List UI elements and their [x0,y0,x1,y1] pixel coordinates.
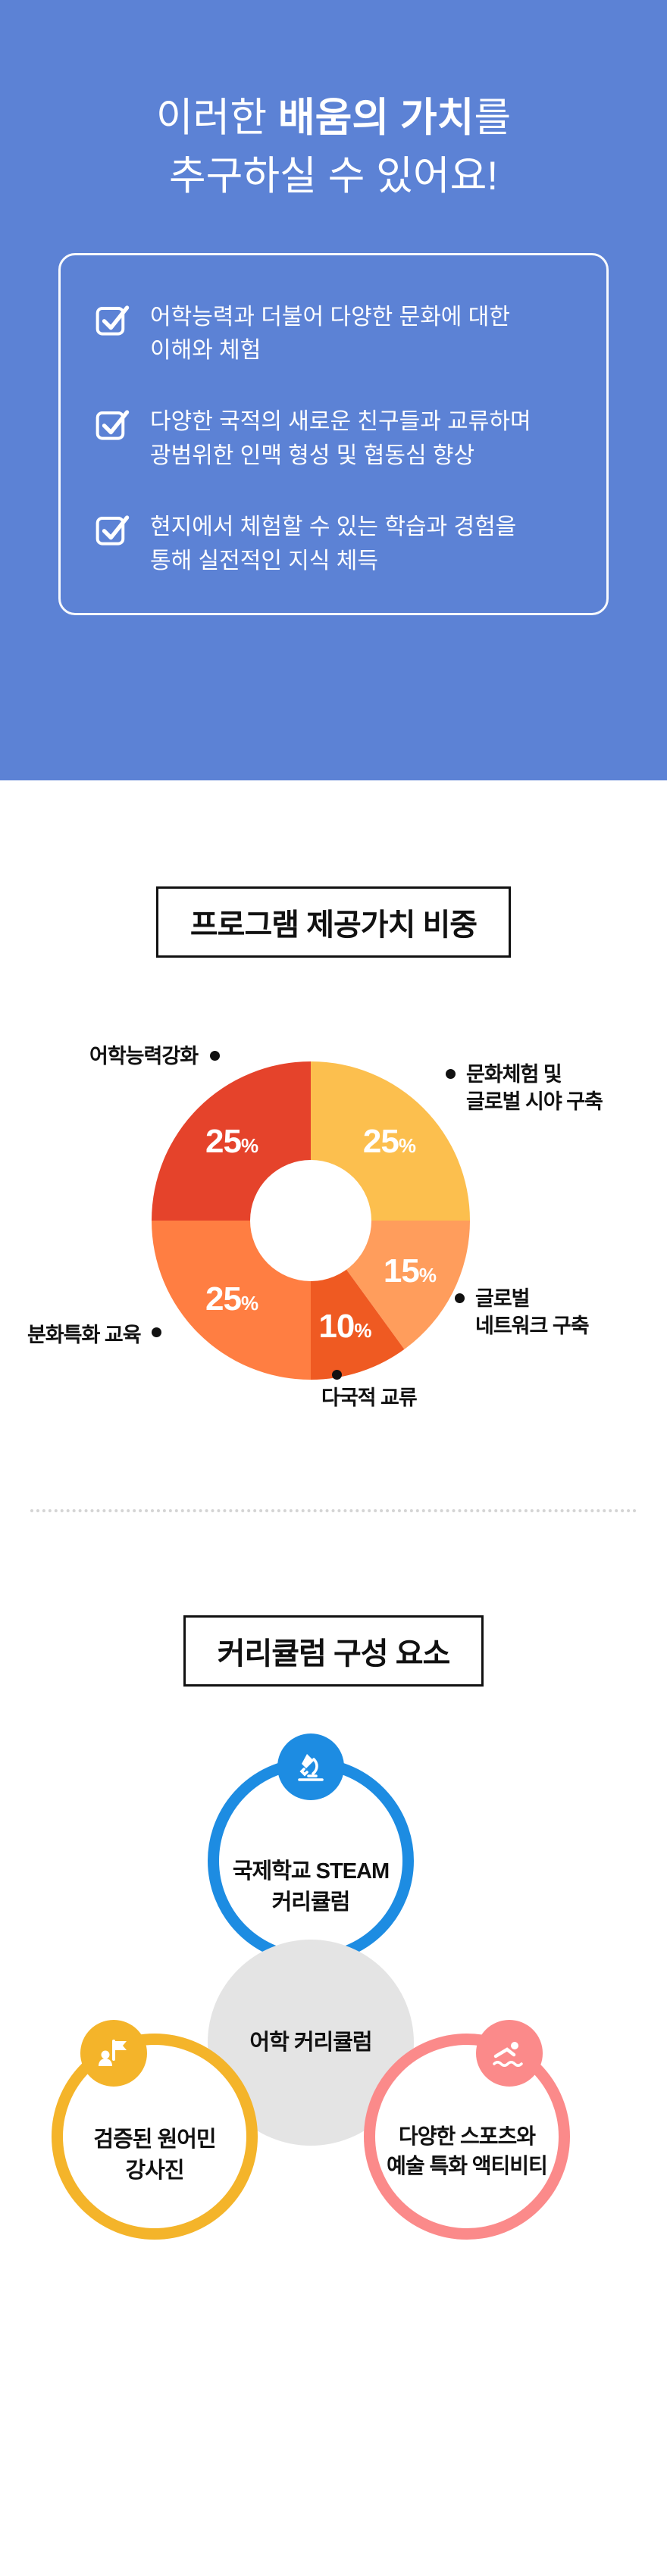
label-dot [151,1327,161,1337]
slice-value-label: 15% [383,1252,437,1290]
chart-area: 25% 15% 10% 25% 25% 어학능력강화 문화체험 및 글로벌 시야 구축 … [0,1005,667,1490]
label-special-education: 분화특화 교육 [27,1321,161,1349]
label-text: 어학능력강화 [89,1045,199,1068]
benefit-item: 현지에서 체험할 수 있는 학습과 경험을 통해 실전적인 지식 체득 [96,511,576,578]
venn-diagram: 국제학교 STEAM 커리큘럼 어학 커리큘럼 검증된 원어민 강사진 다양한 … [0,1721,667,2388]
hero-title: 이러한 배움의 가치를 추구하실 수 있어요! [0,89,667,206]
benefits-box: 어학능력과 더불어 다양한 문화에 대한 이해와 체험 다양한 국적의 새로운 … [58,252,609,616]
label-culture: 문화체험 및 글로벌 시야 구축 [446,1061,603,1116]
flag-person-icon [80,2020,147,2087]
label-dot [332,1370,342,1380]
label-multinational: 다국적 교류 [321,1370,418,1411]
benefit-text: 현지에서 체험할 수 있는 학습과 경험을 통해 실전적인 지식 체득 [150,514,517,574]
curriculum-section-title: 커리큘럼 구성 요소 [183,1615,484,1687]
value-section: 프로그램 제공가치 비중 25% 15% 10% 25% 25% 어학능력강화 문화체험… [0,780,667,1490]
label-dot [455,1293,465,1303]
donut-hole [250,1160,371,1281]
hero-title-line1: 이러한 배움의 가치를 [156,95,511,140]
label-text: 문화체험 및 글로벌 시야 구축 [466,1063,603,1114]
donut-svg [152,1061,470,1380]
benefit-item: 어학능력과 더불어 다양한 문화에 대한 이해와 체험 [96,301,576,368]
benefit-text: 다양한 국적의 새로운 친구들과 교류하며 광범위한 인맥 형성 및 협동심 향… [150,409,531,468]
venn-label-activity: 다양한 스포츠와 예술 특화 액티비티 [387,2124,548,2178]
slice-value-label: 10% [318,1307,372,1345]
venn-label-steam: 국제학교 STEAM 커리큘럼 [232,1859,390,1915]
checkbox-check-icon [96,512,130,547]
label-dot [210,1051,221,1061]
venn-label-language: 어학 커리큘럼 [249,2030,372,2055]
hero-title-line1-post: 를 [474,95,512,140]
slice-value-label: 25% [205,1123,259,1161]
hero-title-line1-pre: 이러한 [155,95,278,140]
checkbox-check-icon [96,407,130,442]
donut-chart: 25% 15% 10% 25% 25% [144,1054,478,1387]
label-network: 글로벌 네트워크 구축 [455,1285,590,1340]
hero-section: 이러한 배움의 가치를 추구하실 수 있어요! 어학능력과 더불어 다양한 문화… [0,0,667,780]
label-text: 글로벌 네트워크 구축 [475,1287,590,1338]
label-text: 분화특화 교육 [27,1324,142,1346]
value-section-title: 프로그램 제공가치 비중 [155,886,512,958]
checkbox-check-icon [96,302,130,337]
label-dot [446,1069,456,1079]
label-text: 다국적 교류 [321,1386,418,1409]
benefit-text: 어학능력과 더불어 다양한 문화에 대한 이해와 체험 [150,304,510,364]
hero-title-line1-bold: 배움의 가치 [277,95,474,140]
curriculum-section: 커리큘럼 구성 요소 국제학교 STEAM 커리큘럼 어학 커리큘럼 검증된 원… [0,1512,667,2388]
benefit-item: 다양한 국적의 새로운 친구들과 교류하며 광범위한 인맥 형성 및 협동심 향… [96,405,576,473]
dotted-divider [30,1509,637,1512]
microscope-icon [277,1733,344,1800]
hero-title-line2: 추구하실 수 있어요! [168,153,499,199]
slice-value-label: 25% [362,1123,416,1161]
slice-value-label: 25% [205,1280,259,1318]
venn-label-teachers: 검증된 원어민 강사진 [93,2127,216,2183]
swimmer-icon [476,2020,543,2087]
label-lang: 어학능력강화 [89,1043,221,1070]
